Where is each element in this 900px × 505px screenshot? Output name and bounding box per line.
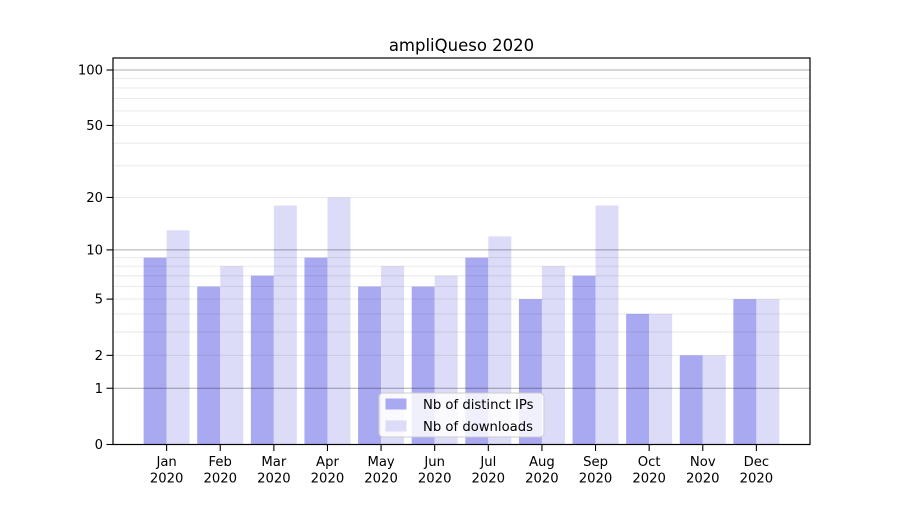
legend-label-distinct-ips: Nb of distinct IPs [423, 398, 534, 413]
bar-nb-of-downloads-mar [273, 205, 297, 445]
bar-nb-of-downloads-apr [327, 197, 351, 445]
bar-nb-of-distinct-ips-sep [572, 275, 596, 445]
bar-nb-of-downloads-jul [488, 236, 512, 445]
bar-nb-of-distinct-ips-dec [733, 299, 757, 445]
bar-nb-of-downloads-sep [595, 205, 619, 445]
x-tick-year-may: 2020 [364, 472, 398, 487]
bar-nb-of-distinct-ips-feb [197, 286, 221, 445]
x-tick-label-apr: Apr [316, 455, 339, 470]
x-tick-year-jan: 2020 [150, 472, 184, 487]
y-tick-label-2: 2 [95, 349, 103, 364]
legend-swatch-distinct-ips [385, 398, 407, 410]
bar-nb-of-distinct-ips-jan [143, 257, 167, 445]
x-tick-year-jun: 2020 [418, 472, 452, 487]
bar-nb-of-downloads-feb [220, 266, 244, 445]
x-tick-year-oct: 2020 [632, 472, 666, 487]
y-tick-label-0: 0 [95, 438, 103, 453]
x-tick-year-dec: 2020 [740, 472, 774, 487]
y-tick-label-50: 50 [86, 119, 103, 134]
chart-title: ampliQueso 2020 [389, 36, 534, 55]
x-tick-year-mar: 2020 [257, 472, 291, 487]
y-tick-label-100: 100 [78, 64, 103, 79]
plot-border [112, 57, 811, 446]
y-tick-label-5: 5 [95, 293, 103, 308]
x-tick-label-nov: Nov [690, 455, 716, 470]
y-tick-label-20: 20 [86, 191, 103, 206]
x-tick-year-feb: 2020 [203, 472, 237, 487]
x-tick-label-may: May [367, 455, 394, 470]
x-tick-year-jul: 2020 [472, 472, 506, 487]
bar-nb-of-downloads-oct [649, 313, 673, 445]
legend-swatch-downloads [385, 420, 407, 432]
x-tick-year-apr: 2020 [311, 472, 345, 487]
x-tick-label-jun: Jun [423, 455, 445, 470]
bar-nb-of-distinct-ips-nov [679, 355, 703, 445]
bar-nb-of-downloads-dec [756, 299, 780, 445]
bar-nb-of-distinct-ips-mar [250, 275, 274, 445]
x-tick-label-feb: Feb [209, 455, 232, 470]
x-tick-label-sep: Sep [583, 455, 608, 470]
bar-nb-of-distinct-ips-oct [626, 313, 650, 445]
bar-nb-of-distinct-ips-may [358, 286, 382, 445]
y-tick-label-10: 10 [86, 244, 103, 259]
x-tick-year-sep: 2020 [579, 472, 613, 487]
y-tick-label-1: 1 [95, 382, 103, 397]
x-tick-year-aug: 2020 [525, 472, 559, 487]
x-tick-label-aug: Aug [529, 455, 555, 470]
x-tick-label-jul: Jul [479, 455, 496, 470]
x-tick-year-nov: 2020 [686, 472, 720, 487]
major-gridlines [113, 69, 810, 389]
bar-nb-of-downloads-jan [166, 230, 190, 445]
y-axis: 0 1 2 5 10 20 50 100 [78, 64, 113, 453]
x-axis: Jan 2020 Feb 2020 Mar 2020 Apr 2020 May 2020 Jun 20… [150, 444, 774, 487]
x-tick-label-dec: Dec [744, 455, 770, 470]
x-tick-label-jan: Jan [155, 455, 176, 470]
legend: Nb of distinct IPs Nb of downloads [378, 392, 545, 438]
x-tick-label-oct: Oct [638, 455, 661, 470]
bar-nb-of-downloads-nov [702, 355, 726, 445]
bar-nb-of-distinct-ips-apr [304, 257, 328, 445]
legend-box [378, 392, 545, 438]
bar-nb-of-downloads-aug [541, 266, 565, 445]
x-tick-label-mar: Mar [261, 455, 286, 470]
legend-label-downloads: Nb of downloads [423, 420, 533, 435]
minor-gridlines [113, 78, 810, 356]
